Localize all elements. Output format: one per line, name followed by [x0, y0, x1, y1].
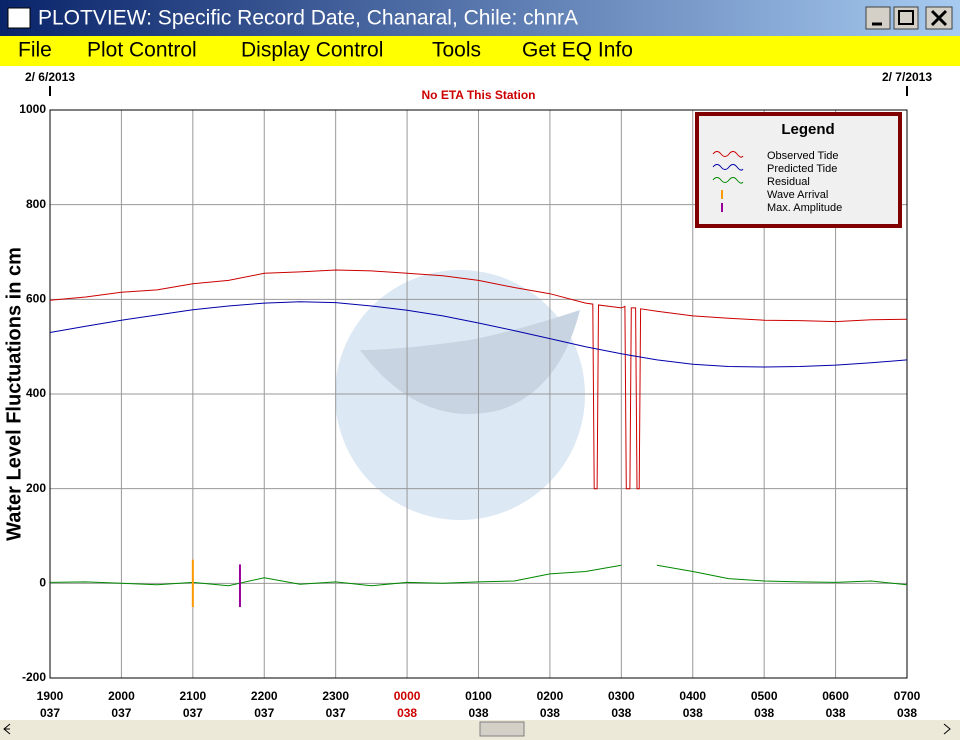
x-tick-label: 0000: [394, 689, 421, 703]
x-tick-label: 2100: [179, 689, 206, 703]
menu-item[interactable]: File: [18, 39, 52, 62]
y-tick-label: 400: [26, 386, 46, 400]
scroll-left[interactable]: [3, 723, 11, 735]
x-tick-day: 037: [326, 706, 346, 720]
annotation: No ETA This Station: [422, 88, 536, 102]
x-tick-day: 038: [897, 706, 917, 720]
y-tick-label: 600: [26, 292, 46, 306]
window-buttons[interactable]: [865, 6, 953, 30]
x-tick-day: 037: [111, 706, 131, 720]
y-tick-label: -200: [22, 670, 46, 684]
logo-bird: [360, 310, 580, 414]
maximize-icon: [898, 10, 914, 25]
x-tick-day: 037: [183, 706, 203, 720]
x-tick-label: 1900: [37, 689, 64, 703]
legend-swatch: [712, 164, 744, 171]
plot-frame: [49, 109, 908, 679]
x-tick-label: 2000: [108, 689, 135, 703]
x-tick-label: 0100: [465, 689, 492, 703]
x-tick-day: 038: [683, 706, 703, 720]
close-icon: [930, 9, 948, 27]
x-tick-day: 037: [40, 706, 60, 720]
x-tick-label: 0500: [751, 689, 778, 703]
x-tick-label: 0700: [894, 689, 921, 703]
series-line: [49, 269, 908, 490]
end-date: 2/ 7/2013: [882, 70, 932, 84]
x-tick-label: 0300: [608, 689, 635, 703]
series-line: [49, 301, 908, 368]
minimize-button[interactable]: [865, 6, 891, 30]
y-tick-label: 800: [26, 197, 46, 211]
x-tick-label: 0200: [537, 689, 564, 703]
legend-swatch: [712, 177, 744, 184]
series-line: [49, 564, 908, 587]
legend-box: [695, 112, 902, 228]
legend-label: Predicted Tide: [767, 163, 837, 175]
window-title: PLOTVIEW: Specific Record Date, Chanaral…: [38, 7, 578, 30]
legend-swatch: [712, 151, 744, 158]
menu: File Plot Control Display Control Tools Get …: [18, 39, 633, 62]
legend-label: Max. Amplitude: [767, 202, 842, 214]
x-tick-label: 0600: [822, 689, 849, 703]
menu-item[interactable]: Get EQ Info: [522, 39, 633, 62]
menu-bar: [0, 36, 960, 66]
y-tick-label: 1000: [19, 102, 46, 116]
x-tick-day: 038: [754, 706, 774, 720]
menu-item[interactable]: Display Control: [241, 39, 383, 62]
menu-item[interactable]: Tools: [432, 39, 481, 62]
legend-label: Residual: [767, 176, 810, 188]
x-tick-day: 038: [826, 706, 846, 720]
y-tick-label: 0: [39, 576, 46, 590]
y-tick-label: 200: [26, 481, 46, 495]
x-tick-day: 038: [468, 706, 488, 720]
title-bar: [0, 0, 960, 36]
plot: 2/ 6/2013 2/ 7/2013 No ETA This Station Wat…: [3, 70, 932, 720]
start-date: 2/ 6/2013: [25, 70, 75, 84]
legend-label: Wave Arrival: [767, 189, 828, 201]
x-tick-day: 038: [611, 706, 631, 720]
scroll-thumb[interactable]: [479, 721, 525, 737]
scroll-right[interactable]: [943, 723, 951, 735]
menu-item[interactable]: Plot Control: [87, 39, 197, 62]
app-icon: [7, 7, 31, 29]
y-axis-label: Water Level Fluctuations in cm: [3, 247, 25, 541]
x-tick-label: 2300: [322, 689, 349, 703]
x-tick-label: 0400: [679, 689, 706, 703]
legend-label: Observed Tide: [767, 150, 839, 162]
x-tick-label: 2200: [251, 689, 278, 703]
legend-title: Legend: [781, 121, 834, 138]
x-tick-day: 038: [540, 706, 560, 720]
x-tick-day: 037: [254, 706, 274, 720]
x-tick-day: 038: [397, 706, 417, 720]
